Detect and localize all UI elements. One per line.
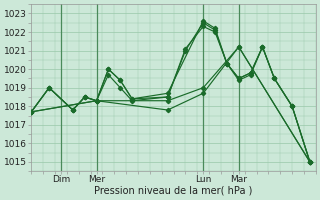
X-axis label: Pression niveau de la mer( hPa ): Pression niveau de la mer( hPa ): [94, 186, 253, 196]
